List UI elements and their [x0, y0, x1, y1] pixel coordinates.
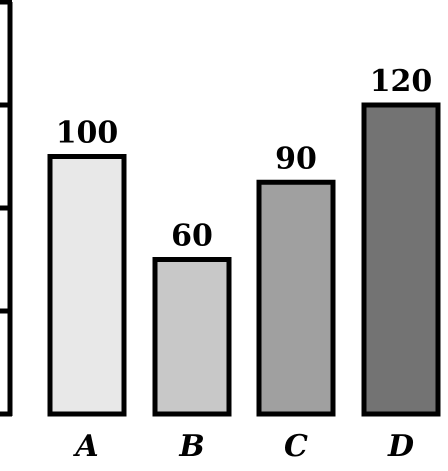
category-labels-group: A B C D [72, 429, 414, 464]
bar-B [152, 257, 232, 417]
value-label-D: 120 [370, 64, 433, 99]
value-labels-group: 100 60 90 120 [56, 64, 433, 254]
bars-group [47, 102, 441, 417]
value-label-B: 60 [171, 219, 213, 254]
category-label-A: A [72, 429, 98, 464]
bar-C [256, 179, 336, 417]
bar-A [47, 154, 127, 417]
category-label-B: B [178, 429, 204, 464]
y-axis [0, 0, 13, 417]
value-label-A: 100 [56, 116, 119, 151]
category-label-C: C [284, 429, 308, 464]
value-label-C: 90 [275, 141, 317, 176]
category-label-D: D [387, 429, 414, 464]
bar-D [361, 102, 441, 417]
